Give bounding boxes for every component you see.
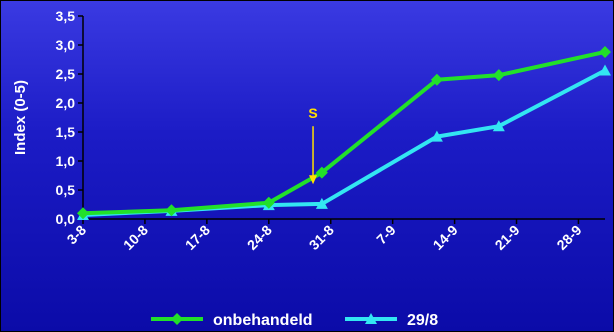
data-point <box>599 64 611 76</box>
annotation-arrow-head <box>309 175 318 185</box>
y-tick-label: 0,5 <box>56 182 76 198</box>
annotation-label: S <box>308 105 317 121</box>
data-point <box>492 120 505 132</box>
legend-marker <box>365 313 377 324</box>
legend: onbehandeld 29/8 <box>151 312 438 329</box>
x-tick-label: 17-8 <box>182 222 213 253</box>
x-tick-labels: 3-8 10-8 17-8 24-8 31-8 7-9 14-9 21-9 28-9 <box>63 219 585 253</box>
data-point <box>77 207 89 220</box>
axes <box>82 16 605 220</box>
y-tick-label: 1,0 <box>56 153 76 169</box>
y-tick-label: 1,5 <box>56 124 76 140</box>
legend-marker <box>171 313 183 325</box>
x-tick-label: 24-8 <box>244 222 275 253</box>
legend-item: 29/8 <box>345 312 438 329</box>
data-point <box>430 130 443 142</box>
x-tick-label: 31-8 <box>306 222 337 253</box>
y-tick-label: 3,0 <box>56 37 76 53</box>
y-tick-label: 0,0 <box>56 211 76 227</box>
data-point <box>315 197 328 209</box>
legend-item: onbehandeld <box>151 312 313 329</box>
data-point <box>262 196 275 209</box>
series-line <box>82 68 606 217</box>
x-tick-label: 7-9 <box>373 222 399 248</box>
data-point <box>599 45 611 58</box>
x-tick-label: 21-9 <box>492 222 523 253</box>
annotation: S <box>308 105 318 185</box>
y-tick-labels: 0,0 0,5 1,0 1,5 2,0 2,5 3,0 3,5 <box>56 8 83 227</box>
x-tick-label: 14-9 <box>430 222 461 253</box>
data-point <box>165 204 178 217</box>
series-29-8 <box>77 64 611 220</box>
x-tick-label: 10-8 <box>120 222 151 253</box>
legend-label: onbehandeld <box>213 312 313 329</box>
y-axis-label: Index (0-5) <box>12 80 29 155</box>
data-point <box>430 73 443 86</box>
data-point <box>315 166 328 179</box>
series-onbehandeld <box>77 45 611 220</box>
series-lines <box>77 45 611 220</box>
legend-label: 29/8 <box>407 312 438 329</box>
y-tick-label: 2,0 <box>56 95 76 111</box>
y-tick-label: 2,5 <box>56 66 76 82</box>
y-tick-label: 3,5 <box>56 8 76 24</box>
x-tick-label: 28-9 <box>553 222 584 253</box>
data-point <box>492 69 505 82</box>
